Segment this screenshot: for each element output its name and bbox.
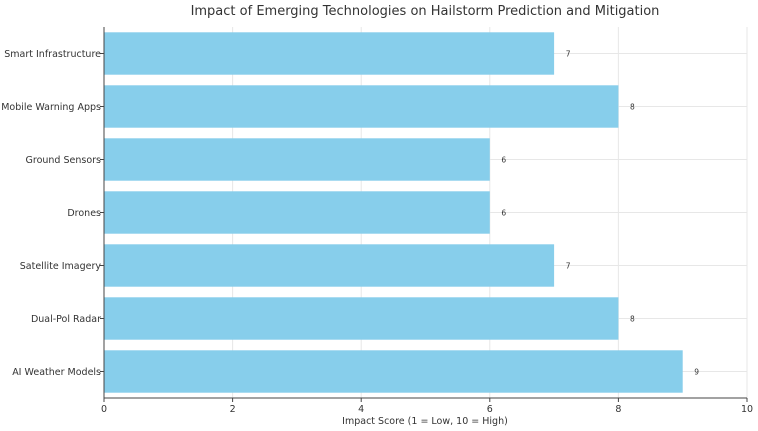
category-label: Mobile Warning Apps: [1, 102, 101, 113]
value-label: 7: [566, 50, 571, 59]
value-label: 6: [501, 156, 506, 165]
x-tick-label: 2: [230, 404, 236, 415]
value-labels: 9 8 7 6 6 8 7: [501, 50, 699, 377]
x-tick-label: 6: [487, 404, 493, 415]
category-label: AI Weather Models: [12, 367, 101, 378]
bars: [104, 32, 683, 393]
category-label: Smart Infrastructure: [4, 49, 101, 60]
bar: [104, 350, 683, 393]
category-label: Dual-Pol Radar: [31, 314, 101, 325]
x-tick-label: 8: [615, 404, 621, 415]
value-label: 8: [630, 315, 635, 324]
value-label: 9: [694, 368, 699, 377]
x-tick-label: 0: [101, 404, 107, 415]
x-axis-label: Impact Score (1 = Low, 10 = High): [342, 416, 508, 427]
value-label: 8: [630, 103, 635, 112]
bar: [104, 138, 490, 181]
category-labels: AI Weather Models Dual-Pol Radar Satellite…: [1, 49, 101, 378]
value-label: 6: [501, 209, 506, 218]
bar: [104, 32, 555, 75]
bar: [104, 85, 619, 128]
x-tick-label: 4: [358, 404, 364, 415]
bar: [104, 297, 619, 340]
category-label: Satellite Imagery: [20, 261, 102, 272]
value-label: 7: [566, 262, 571, 271]
chart-title: Impact of Emerging Technologies on Hails…: [191, 4, 660, 19]
x-tick-labels: 0 2 4 6 8 10: [101, 404, 753, 415]
bar: [104, 191, 490, 234]
x-tick-label: 10: [741, 404, 753, 415]
category-label: Drones: [67, 208, 101, 219]
axes: [100, 27, 748, 402]
bar: [104, 244, 555, 287]
category-label: Ground Sensors: [26, 155, 102, 166]
